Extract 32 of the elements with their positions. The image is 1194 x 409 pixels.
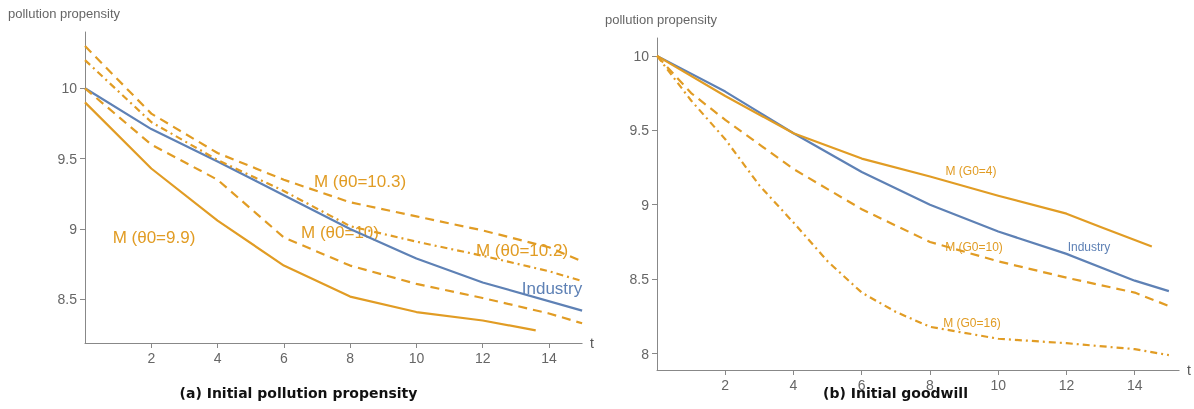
x-tick-label: 4 bbox=[789, 377, 798, 393]
y-tick-label: 9 bbox=[641, 196, 650, 213]
x-tick-label: 6 bbox=[279, 350, 288, 366]
series-label: M (G0=16) bbox=[943, 316, 1001, 330]
series-label: M (θ0=10.3) bbox=[313, 171, 407, 191]
y-tick-label: 8.5 bbox=[629, 271, 650, 288]
series-label: Industry bbox=[521, 278, 583, 298]
x-tick-label: 10 bbox=[990, 377, 1007, 393]
text: (a) Initial pollution propensity bbox=[179, 385, 418, 401]
series-label: M (θ0=9.9) bbox=[112, 227, 196, 247]
series-label: Industry bbox=[1067, 240, 1111, 254]
x-tick-label: 10 bbox=[408, 350, 425, 366]
x-axis-title: t bbox=[590, 335, 595, 351]
y-tick-label: 8.5 bbox=[57, 291, 78, 308]
y-tick-label: 10 bbox=[633, 47, 650, 64]
x-tick-label: 12 bbox=[474, 350, 491, 366]
x-tick-label: 4 bbox=[213, 350, 222, 366]
series-label: M (G0=4) bbox=[945, 164, 997, 178]
x-tick-label: 12 bbox=[1058, 377, 1075, 393]
x-axis-title: t bbox=[1187, 362, 1192, 378]
y-axis-title: pollution propensity bbox=[605, 12, 718, 27]
y-tick-label: 9.5 bbox=[57, 150, 78, 167]
series-label: M (θ0=10.2) bbox=[475, 240, 569, 260]
x-tick-label: 8 bbox=[346, 350, 355, 366]
x-tick-label: 14 bbox=[541, 350, 557, 366]
x-tick-label: 14 bbox=[1126, 377, 1143, 393]
x-tick-label: 2 bbox=[147, 350, 156, 366]
y-tick-label: 10 bbox=[61, 80, 78, 97]
y-tick-label: 9 bbox=[69, 221, 78, 238]
y-tick-label: 9.5 bbox=[629, 122, 650, 139]
x-tick-label: 2 bbox=[721, 377, 730, 393]
y-axis-title: pollution propensity bbox=[8, 6, 121, 21]
